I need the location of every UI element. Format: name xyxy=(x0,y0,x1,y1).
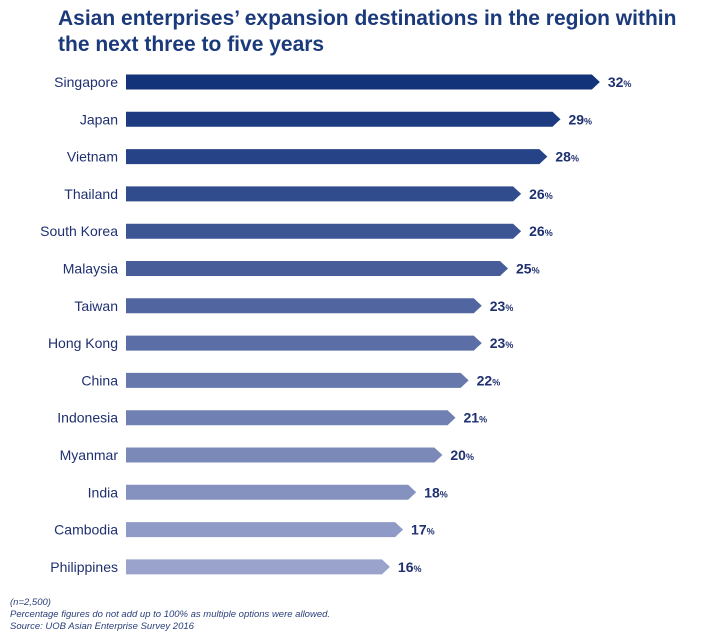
category-label: China xyxy=(81,372,118,388)
bar xyxy=(126,559,390,575)
bar xyxy=(126,74,600,90)
category-label: Hong Kong xyxy=(48,335,118,351)
value-label: 26% xyxy=(529,223,553,239)
bar xyxy=(126,149,548,165)
bar xyxy=(126,410,456,426)
value-label: 25% xyxy=(516,261,540,277)
source-note: Source: UOB Asian Enterprise Survey 2016 xyxy=(10,621,194,632)
bar xyxy=(126,522,404,538)
bar xyxy=(126,298,482,314)
value-label: 16% xyxy=(398,559,422,575)
category-label: Philippines xyxy=(50,559,118,575)
category-label: Malaysia xyxy=(63,261,118,277)
value-label: 22% xyxy=(477,372,501,388)
value-label: 32% xyxy=(608,74,632,90)
value-label: 21% xyxy=(464,410,488,426)
value-label: 29% xyxy=(568,111,592,127)
bar xyxy=(126,372,469,388)
value-label: 23% xyxy=(490,298,514,314)
value-label: 28% xyxy=(555,149,579,165)
value-label: 26% xyxy=(529,186,553,202)
footnotes: (n=2,500) Percentage figures do not add … xyxy=(10,597,330,633)
value-label: 20% xyxy=(450,447,474,463)
category-label: Myanmar xyxy=(60,447,119,463)
value-label: 23% xyxy=(490,335,514,351)
category-label: Japan xyxy=(80,111,118,127)
chart-title: Asian enterprises’ expansion destination… xyxy=(58,7,677,56)
bar xyxy=(126,447,443,463)
bar xyxy=(126,223,522,239)
value-label: 17% xyxy=(411,522,435,538)
category-label: India xyxy=(88,484,119,500)
category-label: Cambodia xyxy=(54,522,118,538)
bar xyxy=(126,111,561,127)
bar xyxy=(126,335,482,351)
value-label: 18% xyxy=(424,484,448,500)
bar xyxy=(126,261,508,276)
bar xyxy=(126,484,417,500)
category-label: South Korea xyxy=(40,223,118,239)
category-label: Singapore xyxy=(54,74,118,90)
percentage-note: Percentage figures do not add up to 100%… xyxy=(10,609,331,620)
category-label: Indonesia xyxy=(57,410,118,426)
category-label: Taiwan xyxy=(74,298,118,314)
bar xyxy=(126,186,522,202)
category-label: Thailand xyxy=(64,186,118,202)
sample-size-note: (n=2,500) xyxy=(10,597,51,608)
category-label: Vietnam xyxy=(67,149,118,165)
